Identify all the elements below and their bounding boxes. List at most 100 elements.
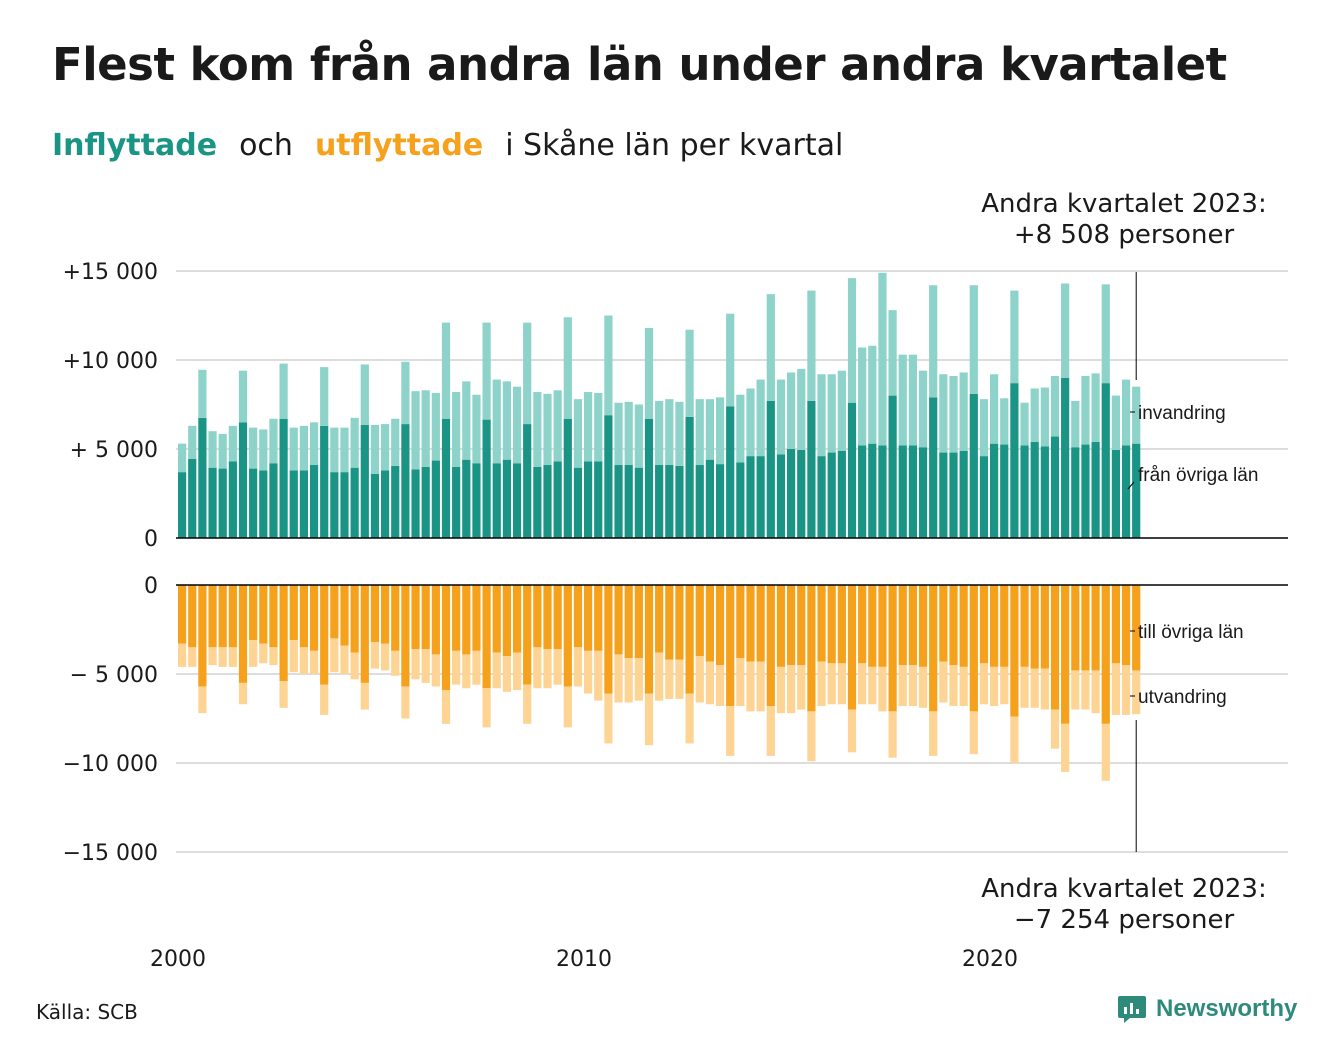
bar-in-immigration <box>939 374 948 453</box>
bar-out-emigration <box>441 690 451 724</box>
bar-in-immigration <box>705 399 714 460</box>
bar-in-domestic <box>624 465 633 538</box>
bar-out-domestic <box>858 585 867 664</box>
bar-in-domestic <box>685 416 694 538</box>
bar-in-domestic <box>766 400 775 538</box>
bar-in-immigration <box>766 294 775 401</box>
bar-in-immigration <box>624 401 633 466</box>
x-tick-label: 2010 <box>556 947 612 972</box>
series-label-till-ovriga-lan: till övriga län <box>1138 622 1244 643</box>
subtitle-inflow: Inflyttade <box>52 128 218 163</box>
bar-in-immigration <box>249 427 258 469</box>
bar-in-immigration <box>990 374 999 444</box>
bar-in-immigration <box>269 418 278 464</box>
bar-in-domestic <box>776 454 786 538</box>
bar-out-emigration <box>624 657 633 703</box>
bar-out-emigration <box>1101 723 1110 781</box>
bar-in-immigration <box>431 392 440 461</box>
bar-in-domestic <box>787 449 796 538</box>
bar-in-immigration <box>573 399 583 468</box>
bar-in-immigration <box>715 397 725 465</box>
bar-in-domestic <box>299 470 308 538</box>
bar-out-domestic <box>269 585 278 648</box>
bar-in-immigration <box>837 370 846 451</box>
bar-out-emigration <box>939 661 948 703</box>
bar-out-emigration <box>249 640 258 667</box>
bar-in-domestic <box>523 424 532 538</box>
bar-out-domestic <box>472 585 481 651</box>
annotation-bottom-line1: Andra kvartalet 2023: <box>981 874 1267 904</box>
bar-out-domestic <box>787 585 796 666</box>
series-label-fran-ovriga-lan: från övriga län <box>1138 465 1258 486</box>
bar-in-domestic <box>208 467 217 538</box>
bar-out-emigration <box>289 640 298 673</box>
bar-in-domestic <box>1081 444 1090 538</box>
bar-in-domestic <box>1050 436 1060 538</box>
brand-logo[interactable]: Newsworthy <box>1117 994 1297 1024</box>
bar-out-emigration <box>411 649 420 680</box>
bar-in-immigration <box>188 425 197 459</box>
bar-in-domestic <box>868 443 877 538</box>
bar-out-domestic <box>1121 585 1131 666</box>
bar-in-immigration <box>553 390 562 462</box>
bar-out-emigration <box>817 661 826 707</box>
bar-in-domestic <box>1030 441 1039 538</box>
bar-out-emigration <box>1081 670 1090 710</box>
bar-out-emigration <box>827 663 836 705</box>
bar-out-emigration <box>990 666 999 707</box>
bar-in-domestic <box>584 461 593 538</box>
bar-out-domestic <box>289 585 298 641</box>
bar-out-emigration <box>573 647 583 687</box>
bar-out-domestic <box>827 585 836 664</box>
bar-in-domestic <box>1132 443 1141 538</box>
bar-out-domestic <box>391 585 400 651</box>
bar-in-immigration <box>482 322 491 420</box>
bar-in-immigration <box>614 402 623 466</box>
bar-in-immigration <box>512 386 522 464</box>
bar-out-emigration <box>553 649 562 685</box>
bar-out-domestic <box>218 585 227 648</box>
annotation-bottom: Andra kvartalet 2023: −7 254 personer <box>974 874 1274 936</box>
bar-out-emigration <box>878 666 887 712</box>
bar-in-immigration <box>736 394 745 463</box>
bar-out-emigration <box>370 641 380 669</box>
bar-in-immigration <box>208 431 217 468</box>
bar-out-emigration <box>655 652 664 701</box>
bar-out-domestic <box>807 585 816 712</box>
bar-in-domestic <box>644 418 654 538</box>
bar-in-immigration <box>472 394 481 464</box>
bar-out-emigration <box>715 665 725 707</box>
bar-in-immigration <box>1101 284 1110 384</box>
bar-out-emigration <box>584 650 593 694</box>
bar-in-domestic <box>1071 447 1080 538</box>
bar-out-emigration <box>421 649 430 683</box>
bar-out-domestic <box>482 585 491 689</box>
bar-out-emigration <box>1040 668 1049 710</box>
bar-out-emigration <box>279 681 288 708</box>
bar-in-immigration <box>1030 388 1039 442</box>
bar-out-emigration <box>543 649 552 689</box>
bar-out-emigration <box>929 711 938 756</box>
bar-in-domestic <box>269 463 278 538</box>
bar-out-domestic <box>259 585 268 644</box>
bar-in-domestic <box>990 443 999 538</box>
bar-in-domestic <box>756 456 765 538</box>
bar-in-domestic <box>705 459 714 538</box>
bar-out-domestic <box>350 585 359 653</box>
bar-in-domestic <box>1020 445 1029 538</box>
bar-out-emigration <box>1111 663 1120 715</box>
bar-in-immigration <box>1010 290 1019 384</box>
bar-out-emigration <box>1030 668 1039 708</box>
bar-in-domestic <box>655 465 664 538</box>
bar-out-domestic <box>888 585 897 712</box>
bar-out-domestic <box>766 585 775 707</box>
bar-out-emigration <box>462 654 471 689</box>
bar-out-emigration <box>1071 670 1080 710</box>
bar-out-domestic <box>401 585 410 687</box>
series-label-invandring: invandring <box>1138 403 1226 424</box>
bar-in-immigration <box>665 399 674 466</box>
bar-in-domestic <box>330 472 339 538</box>
bar-out-emigration <box>695 656 704 703</box>
bar-out-domestic <box>1010 585 1019 717</box>
bar-out-emigration <box>269 647 278 666</box>
